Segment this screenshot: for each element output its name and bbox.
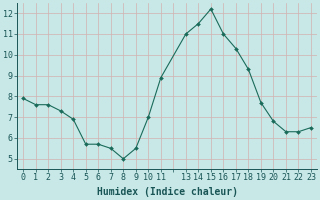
X-axis label: Humidex (Indice chaleur): Humidex (Indice chaleur) <box>97 187 237 197</box>
